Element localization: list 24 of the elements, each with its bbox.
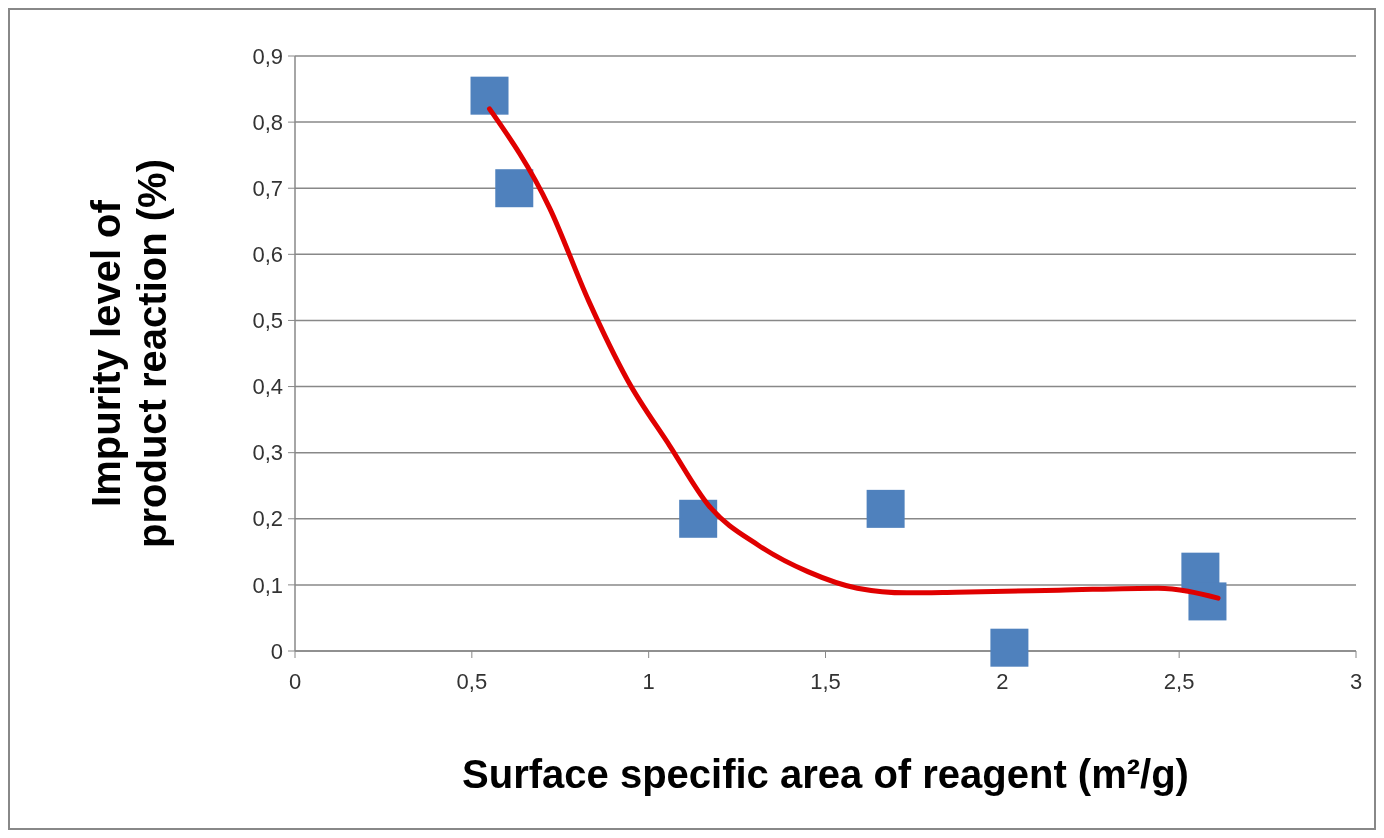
- x-axis-title: Surface specific area of reagent (m²/g): [462, 752, 1189, 796]
- x-tick-label: 0: [288, 669, 302, 694]
- point: [990, 628, 1029, 667]
- y-tick-label: 0,2: [252, 506, 283, 532]
- y-tick-label: 0,6: [252, 242, 283, 268]
- x-tick-label: 3: [1349, 669, 1363, 694]
- x-tick-label: 1: [642, 669, 655, 694]
- y-tick-label: 0,8: [252, 109, 283, 135]
- point: [866, 489, 905, 528]
- x-tick-label: 0,5: [456, 669, 488, 694]
- x-tick-label: 2,5: [1163, 669, 1195, 694]
- point: [495, 169, 534, 208]
- x-tick-label: 1,5: [810, 669, 841, 694]
- y-tick-label: 0,9: [252, 43, 283, 69]
- y-tick-label: 0,5: [252, 308, 283, 334]
- y-tick-label: 0,4: [252, 374, 283, 400]
- y-tick-label: 0: [270, 638, 283, 664]
- y-tick-label: 0,7: [252, 175, 283, 201]
- y-tick-label: 0,1: [252, 572, 283, 598]
- x-tick-label: 2: [996, 669, 1009, 694]
- point: [679, 499, 718, 538]
- y-tick-label: 0,3: [252, 440, 283, 466]
- y-axis-title: Impurity level of product reaction (%): [84, 159, 174, 548]
- point: [470, 76, 509, 115]
